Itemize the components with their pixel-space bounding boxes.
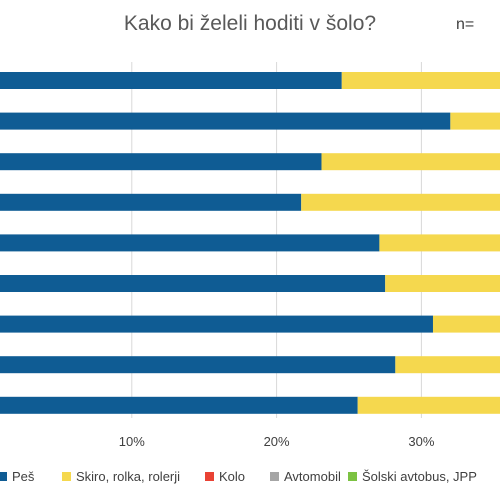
- legend-label-1: Peš: [12, 469, 35, 484]
- legend-swatch-1: [0, 472, 7, 481]
- chart-title: Kako bi želeli hoditi v šolo?: [123, 12, 377, 35]
- legend-label-5: Šolski avtobus, JPP: [362, 469, 477, 484]
- bar-row3-series1: [0, 153, 322, 171]
- bar-row9-series1: [0, 396, 358, 414]
- legend: Peš Skiro, rolka, rolerji Kolo Avtomobil Šol…: [0, 469, 477, 484]
- legend-swatch-4: [270, 472, 279, 481]
- bar-row7-series1: [0, 315, 433, 333]
- bar-row2-series1: [0, 112, 451, 130]
- legend-swatch-2: [62, 472, 71, 481]
- bar-row7-series2: [432, 315, 500, 333]
- bar-row5-series1: [0, 234, 380, 252]
- bar-row1-series2: [341, 72, 500, 89]
- legend-swatch-3: [205, 472, 214, 481]
- bar-row3-series2: [321, 153, 500, 171]
- legend-label-2: Skiro, rolka, rolerji: [76, 469, 180, 484]
- bar-row1-series1: [0, 72, 342, 89]
- bar-row4-series1: [0, 193, 302, 211]
- x-tick-label: 30%: [408, 434, 434, 449]
- x-tick-label: 20%: [264, 434, 290, 449]
- x-axis-ticks: 0%10%20%30%40%50%60%70%80%90%: [119, 434, 435, 449]
- bar-row9-series2: [357, 396, 500, 414]
- legend-label-4: Avtomobil: [284, 469, 341, 484]
- legend-label-3: Kolo: [219, 469, 245, 484]
- bar-row2-series2: [450, 112, 500, 130]
- bar-row8-series1: [0, 356, 396, 374]
- bar-row6-series2: [385, 275, 500, 292]
- sample-size-label: n=: [456, 16, 475, 33]
- bar-row5-series2: [379, 234, 500, 252]
- bars: [0, 72, 500, 414]
- legend-swatch-5: [348, 472, 357, 481]
- bar-row8-series2: [395, 356, 500, 374]
- bar-row4-series2: [301, 193, 500, 211]
- x-tick-label: 10%: [119, 434, 145, 449]
- bar-row6-series1: [0, 275, 386, 292]
